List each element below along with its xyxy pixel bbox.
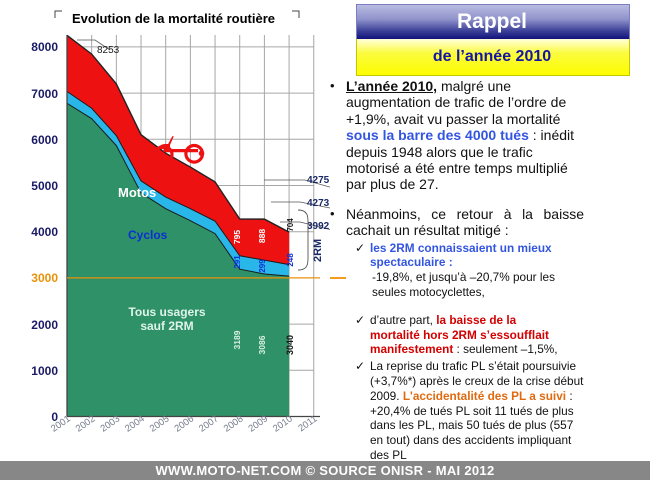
svg-text:2RM: 2RM <box>312 239 324 262</box>
